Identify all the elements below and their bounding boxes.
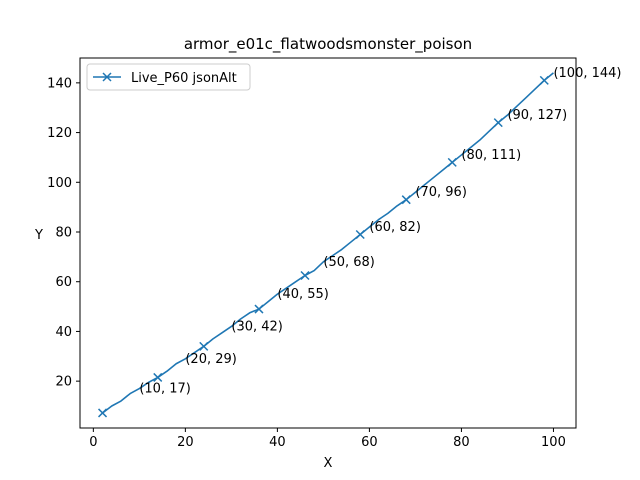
- data-label: (90, 127): [507, 108, 567, 123]
- data-point-marker: [153, 372, 163, 382]
- x-axis-label: X: [324, 456, 333, 471]
- data-label: (70, 96): [415, 185, 467, 200]
- x-tick-label: 100: [541, 435, 566, 450]
- x-tick-label: 80: [453, 435, 470, 450]
- axes-frame: [79, 57, 577, 429]
- data-label: (50, 68): [323, 255, 375, 270]
- data-label: (60, 82): [369, 220, 421, 235]
- legend-x-marker: [102, 72, 112, 82]
- y-tick-label: 60: [55, 275, 72, 290]
- y-tick-label: 100: [47, 176, 72, 191]
- data-point-marker: [254, 304, 264, 314]
- legend-marker-swatch: [102, 72, 112, 82]
- data-point-marker: [447, 157, 457, 167]
- y-tick-label: 40: [55, 325, 72, 340]
- data-point-marker: [300, 270, 310, 281]
- data-point-marker: [401, 195, 411, 205]
- data-label: (20, 29): [185, 352, 237, 367]
- x-tick-label: 40: [269, 435, 286, 450]
- y-tick-label: 120: [47, 126, 72, 141]
- x-tick-label: 60: [361, 435, 378, 450]
- x-tick-label: 0: [89, 435, 97, 450]
- y-axis-label: Y: [34, 228, 43, 243]
- data-label: (100, 144): [553, 66, 621, 81]
- data-point-marker: [539, 75, 549, 85]
- data-label: (10, 17): [139, 382, 191, 397]
- data-label: (30, 42): [231, 319, 283, 334]
- chart-title: armor_e01c_flatwoodsmonster_poison: [184, 35, 472, 54]
- y-tick-label: 80: [55, 226, 72, 241]
- data-point-marker: [493, 118, 503, 128]
- data-point-marker: [98, 408, 108, 418]
- data-label: (40, 55): [277, 287, 329, 302]
- legend-frame: [86, 63, 251, 91]
- y-tick-label: 140: [47, 76, 72, 91]
- x-tick-label: 20: [177, 435, 194, 450]
- data-point-marker: [355, 229, 365, 240]
- legend: Live_P60 jsonAlt: [86, 63, 251, 91]
- data-label: (80, 111): [461, 148, 521, 163]
- series-line: [102, 72, 554, 414]
- y-tick-label: 20: [55, 375, 72, 390]
- legend-label: Live_P60 jsonAlt: [131, 71, 237, 86]
- plot-area: (10, 17) (20, 29) (30, 42) (40, 55) (50, 68)…: [47, 57, 622, 450]
- data-point-marker: [199, 341, 209, 351]
